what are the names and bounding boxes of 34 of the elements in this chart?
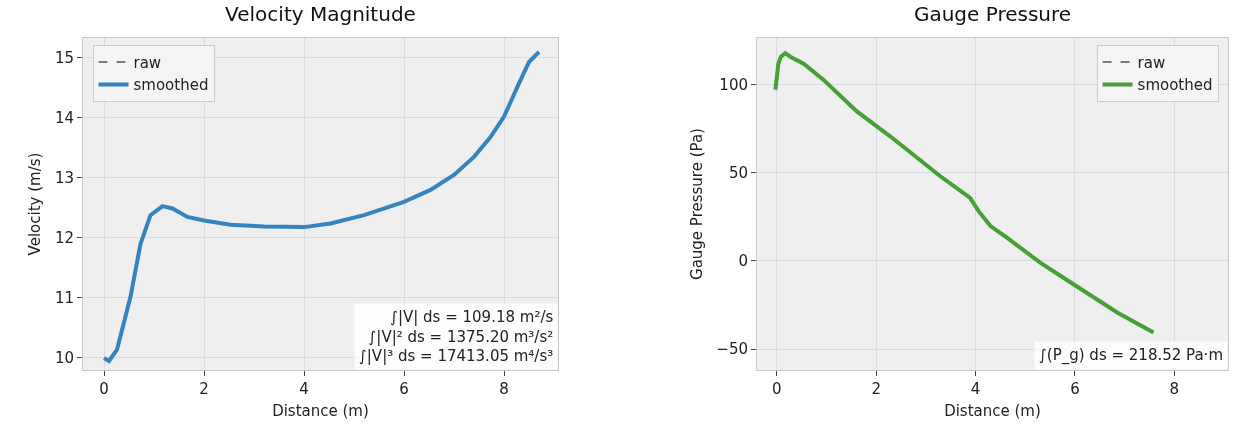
x-tick-label: 8 bbox=[1169, 380, 1180, 398]
y-tick-label: −50 bbox=[716, 340, 748, 359]
x-axis-title: Distance (m) bbox=[944, 402, 1041, 420]
chart-title: Gauge Pressure bbox=[913, 1, 1072, 26]
y-axis-title: Velocity (m/s) bbox=[26, 152, 45, 256]
y-tick-label: 13 bbox=[54, 169, 74, 188]
x-tick-label: 8 bbox=[499, 380, 509, 398]
x-tick-label: 0 bbox=[772, 380, 782, 398]
y-axis-title: Gauge Pressure (Pa) bbox=[687, 128, 706, 280]
y-tick-label: 10 bbox=[54, 349, 74, 368]
x-axis-title: Distance (m) bbox=[272, 402, 369, 420]
legend-label: raw bbox=[133, 53, 162, 72]
x-tick-label: 2 bbox=[871, 380, 882, 398]
y-tick-label: 0 bbox=[738, 252, 748, 271]
y-tick-label: 11 bbox=[54, 289, 74, 308]
y-tick-label: 14 bbox=[54, 109, 74, 128]
annotation: ∫(P_g) ds = 218.52 Pa·m bbox=[1039, 346, 1223, 365]
x-tick-label: 4 bbox=[299, 380, 309, 398]
annotation: ∫|V|² ds = 1375.20 m³/s² bbox=[368, 327, 554, 346]
legend-label: smoothed bbox=[1137, 76, 1213, 95]
y-tick-label: 12 bbox=[54, 229, 74, 248]
y-tick-label: 100 bbox=[719, 76, 748, 95]
legend-label: raw bbox=[1137, 53, 1166, 72]
annotation: ∫|V| ds = 109.18 m²/s bbox=[390, 308, 554, 326]
x-tick-label: 2 bbox=[199, 380, 209, 398]
legend-label: smoothed bbox=[133, 76, 209, 95]
x-tick-label: 4 bbox=[970, 380, 981, 398]
y-tick-label: 50 bbox=[728, 164, 748, 183]
x-tick-label: 6 bbox=[1070, 380, 1080, 398]
x-tick-label: 6 bbox=[399, 380, 409, 398]
y-tick-label: 15 bbox=[54, 49, 74, 68]
chart-title: Velocity Magnitude bbox=[225, 1, 416, 26]
x-tick-label: 0 bbox=[99, 380, 109, 398]
annotation: ∫|V|³ ds = 17413.05 m⁴/s³ bbox=[359, 347, 554, 365]
